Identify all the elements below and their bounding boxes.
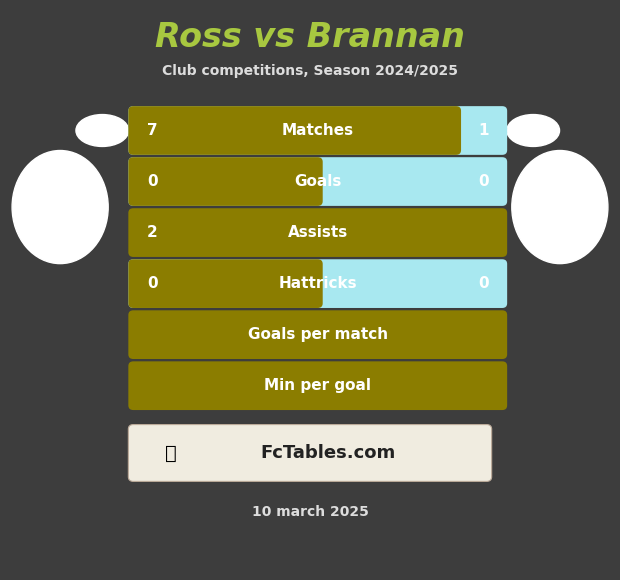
FancyBboxPatch shape <box>128 310 507 359</box>
FancyBboxPatch shape <box>128 157 507 206</box>
Text: 2: 2 <box>147 225 157 240</box>
Text: FcTables.com: FcTables.com <box>260 444 396 462</box>
Text: Club competitions, Season 2024/2025: Club competitions, Season 2024/2025 <box>162 64 458 78</box>
Text: Hattricks: Hattricks <box>278 276 357 291</box>
Text: 0: 0 <box>147 276 157 291</box>
FancyBboxPatch shape <box>128 157 322 206</box>
Text: 0: 0 <box>478 174 489 189</box>
Text: 📊: 📊 <box>165 444 176 462</box>
Ellipse shape <box>12 150 108 263</box>
Text: Assists: Assists <box>288 225 348 240</box>
Text: Min per goal: Min per goal <box>264 378 371 393</box>
FancyBboxPatch shape <box>128 259 322 308</box>
Text: 0: 0 <box>478 276 489 291</box>
FancyBboxPatch shape <box>128 106 461 155</box>
FancyBboxPatch shape <box>128 106 507 155</box>
Text: 1: 1 <box>478 123 489 138</box>
FancyBboxPatch shape <box>128 425 492 481</box>
Text: Goals: Goals <box>294 174 342 189</box>
Ellipse shape <box>507 115 560 147</box>
FancyBboxPatch shape <box>128 259 507 308</box>
Ellipse shape <box>76 115 128 147</box>
FancyBboxPatch shape <box>128 361 507 410</box>
Text: Goals per match: Goals per match <box>247 327 388 342</box>
Text: 7: 7 <box>147 123 157 138</box>
Text: Ross vs Brannan: Ross vs Brannan <box>155 21 465 54</box>
FancyBboxPatch shape <box>128 208 507 257</box>
Text: 0: 0 <box>147 174 157 189</box>
Ellipse shape <box>512 150 608 263</box>
Text: Matches: Matches <box>281 123 354 138</box>
Text: 10 march 2025: 10 march 2025 <box>252 505 368 519</box>
